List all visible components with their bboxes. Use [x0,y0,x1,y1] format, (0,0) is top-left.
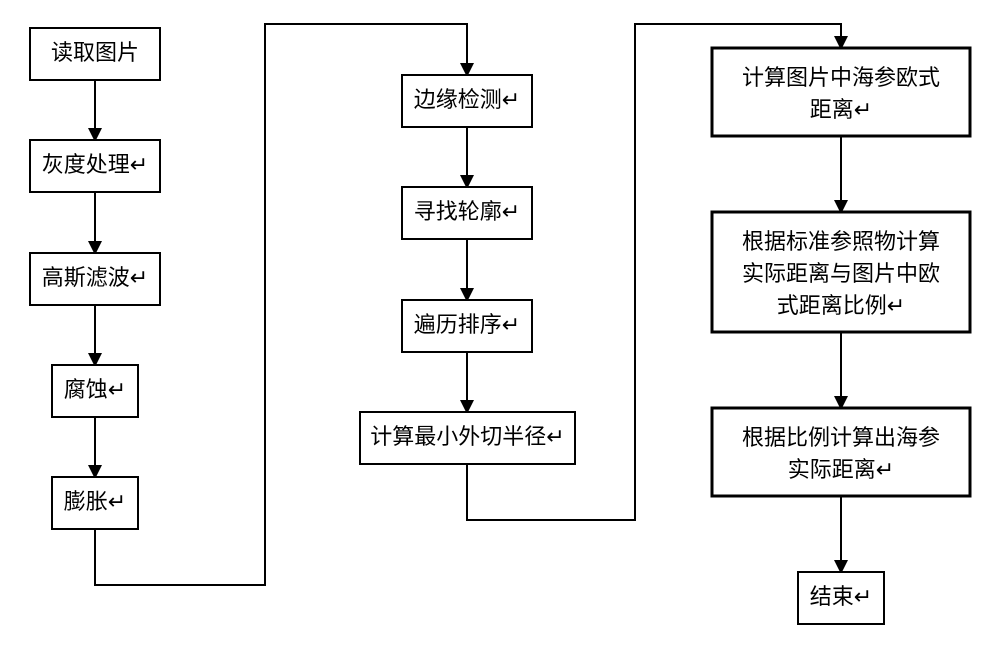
node-label: 高斯滤波↵ [42,265,148,290]
node-n1: 读取图片 [30,28,160,80]
node-n3: 高斯滤波↵ [30,253,160,305]
node-n13: 结束↵ [798,572,884,624]
node-label: 腐蚀↵ [64,377,126,402]
node-label: 实际距离与图片中欧 [742,261,940,286]
node-n8: 遍历排序↵ [402,300,532,352]
node-label: 膨胀↵ [64,489,126,514]
node-label: 根据标准参照物计算 [742,229,940,254]
node-n12: 根据比例计算出海参实际距离↵ [712,408,970,496]
node-label: 寻找轮廓↵ [414,199,520,224]
node-label: 边缘检测↵ [414,87,520,112]
node-label: 计算最小外切半径↵ [370,424,564,449]
node-n11: 根据标准参照物计算实际距离与图片中欧式距离比例↵ [712,212,970,332]
node-n7: 寻找轮廓↵ [402,187,532,239]
node-n2: 灰度处理↵ [30,140,160,192]
node-label: 计算图片中海参欧式 [742,65,940,90]
node-label: 遍历排序↵ [414,312,520,337]
node-label: 距离↵ [810,97,872,122]
node-label: 根据比例计算出海参 [742,425,940,450]
node-n10: 计算图片中海参欧式距离↵ [712,48,970,136]
node-n6: 边缘检测↵ [402,75,532,127]
node-n4: 腐蚀↵ [52,365,138,417]
node-n9: 计算最小外切半径↵ [360,412,575,464]
node-label: 灰度处理↵ [42,152,148,177]
node-label: 式距离比例↵ [777,293,905,318]
node-label: 结束↵ [810,584,872,609]
node-label: 实际距离↵ [788,457,894,482]
node-label: 读取图片 [51,40,139,65]
node-n5: 膨胀↵ [52,477,138,529]
